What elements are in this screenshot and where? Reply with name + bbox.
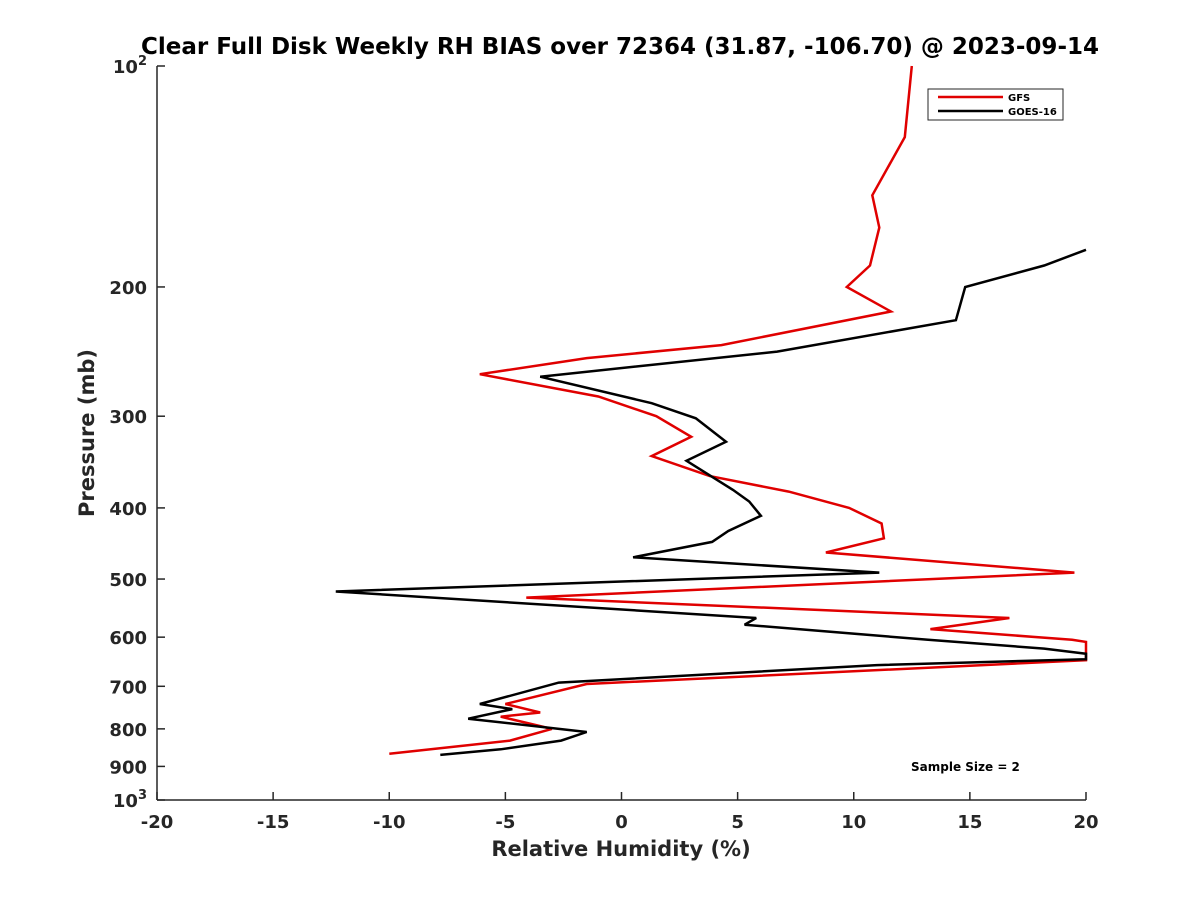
y-axis-ticks: 102 200 300 400 500 600 700 800 900 103 [109, 54, 165, 812]
x-tick-label: 20 [1073, 812, 1098, 833]
x-tick-label: -5 [495, 812, 515, 833]
y-tick-label: 300 [109, 407, 147, 428]
legend-label-goes16: GOES-16 [1008, 107, 1057, 118]
y-tick-label: 800 [109, 720, 147, 741]
y-tick-label: 200 [109, 278, 147, 299]
y-tick-label: 500 [109, 570, 147, 591]
series-lines [335, 65, 1088, 757]
legend-box [927, 88, 1064, 121]
series-line-goes16 [335, 248, 1088, 757]
x-axis-ticks: -20 -15 -10 -5 0 5 10 15 20 [141, 792, 1099, 833]
y-tick-label: 103 [113, 788, 147, 812]
x-tick-label: -15 [257, 812, 290, 833]
x-tick-label: 15 [957, 812, 982, 833]
plot-area: -20 -15 -10 -5 0 5 10 15 20 102 200 300 400 500 600 70… [109, 54, 1098, 833]
y-tick-label: 102 [113, 54, 147, 78]
series-line-gfs [389, 65, 1088, 756]
y-tick-label: 400 [109, 499, 147, 520]
y-tick-label: 700 [109, 677, 147, 698]
legend: GFS GOES-16 [927, 88, 1064, 121]
x-tick-label: 10 [841, 812, 866, 833]
x-tick-label: 0 [615, 812, 628, 833]
x-tick-label: -10 [373, 812, 406, 833]
chart-title: Clear Full Disk Weekly RH BIAS over 7236… [141, 34, 1099, 60]
x-tick-label: 5 [731, 812, 744, 833]
y-tick-label: 900 [109, 757, 147, 778]
x-tick-label: -20 [141, 812, 174, 833]
x-axis-label: Relative Humidity (%) [491, 837, 750, 861]
y-axis-label: Pressure (mb) [75, 349, 99, 517]
sample-size-annotation: Sample Size = 2 [911, 760, 1020, 774]
y-tick-label: 600 [109, 628, 147, 649]
legend-label-gfs: GFS [1008, 93, 1030, 104]
